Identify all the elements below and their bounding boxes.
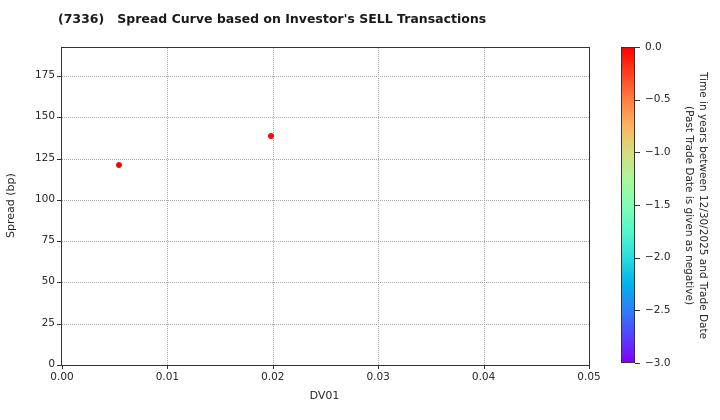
y-tick-label: 0 [48,358,55,370]
y-gridline [62,199,589,201]
colorbar-tick-mark [635,205,640,206]
data-point [115,162,122,169]
y-tick-label: 50 [41,275,55,288]
colorbar-tick-label: −0.5 [645,93,671,106]
y-tick-label: 125 [34,151,55,164]
y-tick-label: 175 [34,69,55,82]
colorbar-tick-label: −2.5 [645,303,671,316]
colorbar-tick-label: −1.0 [645,145,671,158]
x-tick-label: 0.04 [471,371,496,383]
y-tick-mark [57,323,62,325]
y-gridline [62,241,589,243]
colorbar: 0.0 −0.5 −1.0 −1.5 −2.0 −2.5 −3.0 [621,41,671,369]
colorbar-tick-label: −2.0 [645,251,671,264]
y-gridline [62,117,589,119]
x-gridline [272,48,274,365]
chart-title: (7336) Spread Curve based on Investor's … [58,11,487,26]
y-gridline [62,158,589,160]
x-tick-label: 0.05 [577,371,601,383]
y-gridline [62,323,589,325]
x-tick-mark [589,365,590,369]
colorbar-gradient [621,47,635,363]
colorbar-tick-mark [635,47,640,48]
y-tick-mark [57,76,62,78]
x-gridline [167,48,169,365]
x-tick-label: 0.03 [366,371,390,383]
y-tick-label: 100 [34,192,55,205]
x-tick-mark [272,365,274,369]
colorbar-label-line1: Time in years between 12/30/2025 and Tra… [697,71,709,340]
colorbar-tick-mark [635,257,640,259]
x-tick-mark [62,365,63,369]
colorbar-tick-mark [635,99,640,101]
x-gridline [378,48,380,365]
y-tick-mark [57,241,62,243]
x-tick-mark [378,365,380,369]
y-tick-mark [57,282,62,284]
colorbar-tick-mark [635,152,640,154]
colorbar-label-line2: (Past Trade Date is given as negative) [683,105,695,306]
y-gridline [62,76,589,78]
x-gridline [483,48,485,365]
y-tick-mark [57,365,62,366]
colorbar-tick-mark [635,363,640,364]
colorbar-label: Time in years between 12/30/2025 and Tra… [682,47,710,364]
y-tick-mark [57,158,62,160]
plot-area: 0.00 0.01 0.02 0.03 0.04 0.05 0 25 50 75 100 125 150… [35,47,601,383]
x-tick-mark [483,365,485,369]
data-point [267,132,274,139]
y-tick-mark [57,199,62,201]
colorbar-tick-label: 0.0 [645,40,662,53]
colorbar-tick-label: −3.0 [645,356,671,369]
x-tick-label: 0.00 [50,371,74,383]
y-tick-label: 150 [34,110,55,123]
x-axis-label: DV01 [309,389,340,402]
y-gridline [62,282,589,284]
colorbar-tick-mark [635,310,640,312]
colorbar-tick-label: −1.5 [645,198,671,211]
x-tick-label: 0.02 [261,371,285,383]
y-tick-mark [57,117,62,119]
x-tick-mark [167,365,169,369]
x-tick-label: 0.01 [155,371,180,383]
y-tick-label: 75 [41,234,55,247]
y-tick-label: 25 [41,316,55,329]
